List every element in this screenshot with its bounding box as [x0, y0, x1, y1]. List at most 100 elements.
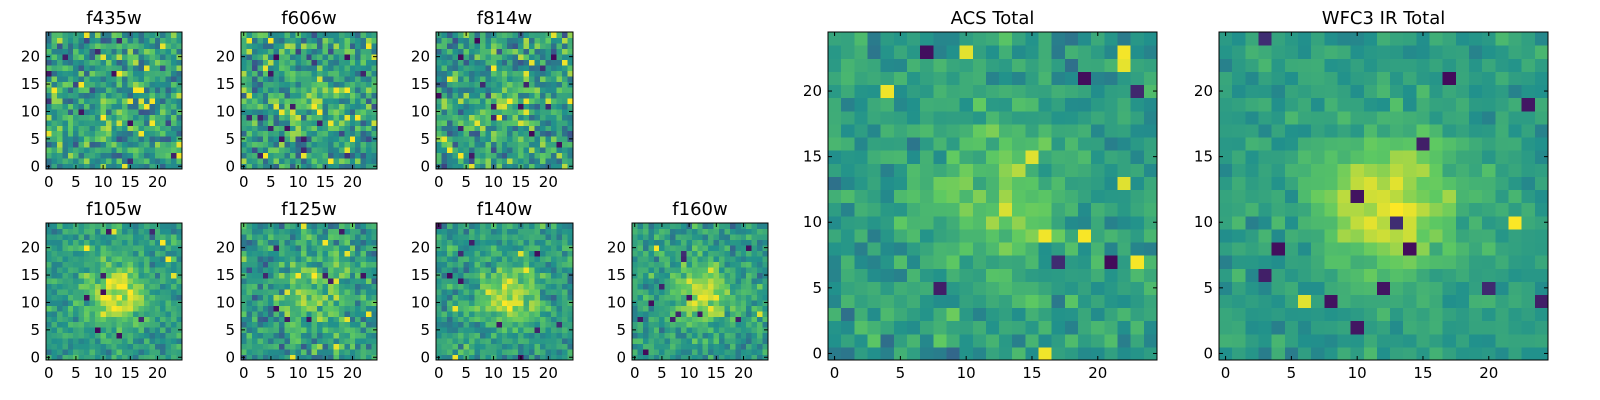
heatmap-cell — [268, 343, 275, 350]
heatmap-cell — [100, 338, 107, 345]
heatmap-cell — [366, 343, 373, 350]
heatmap-cell — [143, 299, 150, 306]
heatmap-cell — [311, 332, 318, 339]
heatmap-cell — [713, 244, 720, 251]
heatmap-cell — [959, 176, 974, 191]
heatmap-cell — [143, 250, 150, 257]
heatmap-cell — [279, 321, 286, 328]
heatmap-cell — [529, 228, 536, 235]
heatmap-cell — [349, 349, 356, 356]
heatmap-cell — [523, 310, 530, 317]
heatmap-cell — [122, 86, 129, 93]
heatmap-cell — [841, 241, 855, 256]
heatmap-cell — [127, 233, 134, 241]
heatmap-cell — [463, 288, 470, 295]
heatmap-cell — [165, 321, 172, 328]
heatmap-cell — [133, 261, 140, 268]
heatmap-cell — [441, 81, 448, 88]
heatmap-cell — [567, 37, 574, 44]
heatmap-cell — [1104, 163, 1119, 177]
x-tick-label: 0 — [44, 173, 54, 191]
heatmap-cell — [972, 215, 987, 230]
heatmap-cell — [496, 136, 503, 143]
heatmap-cell — [149, 321, 156, 328]
heatmap-cell — [295, 349, 302, 356]
heatmap-cell — [338, 81, 345, 88]
heatmap-cell — [1078, 163, 1092, 177]
heatmap-cell — [446, 327, 454, 334]
heatmap-cell — [485, 349, 492, 356]
heatmap-cell — [279, 103, 286, 110]
heatmap-cell — [485, 152, 492, 159]
heatmap-cell — [46, 332, 53, 339]
heatmap-cell — [507, 343, 514, 350]
heatmap-cell — [89, 310, 96, 317]
heatmap-cell — [284, 163, 291, 170]
heatmap-cell — [729, 239, 736, 246]
heatmap-cell — [284, 158, 291, 165]
heatmap-cell — [457, 92, 464, 99]
heatmap-cell — [501, 64, 508, 71]
heatmap-cell — [567, 130, 574, 137]
heatmap-cell — [67, 141, 74, 148]
heatmap-cell — [556, 158, 563, 165]
heatmap-cell — [648, 338, 655, 345]
heatmap-cell — [972, 202, 987, 217]
heatmap-cell — [463, 343, 470, 350]
heatmap-cell — [333, 272, 340, 279]
heatmap-cell — [371, 261, 378, 268]
heatmap-cell — [664, 310, 671, 317]
heatmap-cell — [284, 125, 291, 132]
heatmap-cell — [311, 310, 318, 317]
heatmap-cell — [867, 176, 882, 191]
heatmap-cell — [757, 349, 764, 356]
heatmap-cell — [78, 338, 85, 345]
heatmap-cell — [567, 239, 574, 246]
heatmap-cell — [534, 108, 541, 115]
heatmap-cell — [474, 130, 481, 137]
heatmap-cell — [1064, 228, 1079, 243]
heatmap-cell — [78, 97, 85, 104]
heatmap-cell — [355, 316, 362, 323]
x-tick-label: 20 — [539, 173, 558, 191]
heatmap-cell — [322, 125, 329, 132]
heatmap-cell — [959, 215, 974, 230]
heatmap-cell — [111, 261, 118, 268]
heatmap-cell — [740, 299, 747, 306]
heatmap-cell — [355, 114, 362, 121]
heatmap-cell — [116, 119, 123, 126]
heatmap-cell — [545, 75, 552, 82]
heatmap-cell — [338, 255, 345, 262]
heatmap-cell — [105, 299, 112, 306]
heatmap-cell — [311, 272, 318, 279]
heatmap-cell — [523, 354, 530, 361]
heatmap-cell — [562, 92, 569, 99]
heatmap-cell — [1130, 202, 1145, 217]
heatmap-cell — [686, 294, 693, 301]
heatmap-cell — [133, 233, 140, 241]
heatmap-cell — [262, 354, 269, 361]
heatmap-cell — [133, 250, 140, 257]
heatmap-cell — [485, 125, 492, 132]
heatmap-cell — [360, 272, 367, 279]
heatmap-cell — [154, 327, 161, 334]
x-tick-label: 15 — [511, 173, 530, 191]
heatmap-cell — [160, 261, 167, 268]
heatmap-cell — [534, 305, 541, 312]
heatmap-cell — [355, 163, 362, 170]
heatmap-cell — [133, 125, 140, 132]
heatmap-cell — [289, 310, 296, 317]
heatmap-cell — [279, 136, 286, 143]
heatmap-cell — [441, 163, 448, 170]
heatmap-cell — [490, 125, 497, 132]
heatmap-cell — [122, 48, 129, 55]
heatmap-cell — [284, 288, 291, 295]
heatmap-cell — [540, 266, 547, 273]
heatmap-cell — [490, 119, 497, 126]
heatmap-cell — [551, 152, 558, 159]
heatmap-cell — [637, 338, 644, 345]
heatmap-cell — [746, 321, 753, 328]
heatmap-cell — [133, 64, 140, 71]
